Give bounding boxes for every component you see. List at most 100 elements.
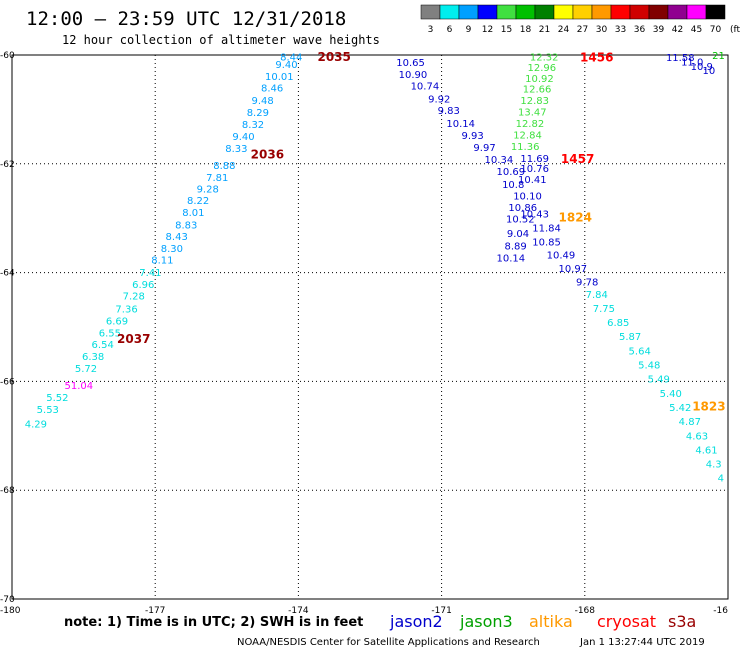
wave-height-value: 9.93 xyxy=(461,131,483,142)
x-tick-labels: -180 -177 -174 -171 -168 -16 xyxy=(0,606,728,616)
wave-height-value: 8.46 xyxy=(261,84,283,95)
wave-height-value: 12.83 xyxy=(520,96,549,107)
satellite-cryosat: cryosat xyxy=(597,612,656,631)
wave-height-value: 10.65 xyxy=(396,58,425,69)
wave-height-value: 5.72 xyxy=(75,364,97,375)
wave-height-value: 4 xyxy=(718,474,724,485)
wave-height-value: 6.38 xyxy=(82,352,104,363)
satellite-jason3: jason3 xyxy=(459,612,513,631)
wave-height-value: 6.85 xyxy=(607,318,629,329)
x-tick-label: -180 xyxy=(0,606,21,616)
y-tick-label: -60 xyxy=(0,51,15,61)
x-tick-label: -16 xyxy=(713,606,728,616)
pass-time-labels: 2035 2036 2037 1456 1457 1824 1823 xyxy=(117,50,726,413)
wave-height-value: 10.41 xyxy=(518,175,547,186)
wave-height-points: 8.449.4010.018.469.488.298.329.408.338.8… xyxy=(25,51,725,485)
y-tick-labels: -60 -62 -64 -66 -68 -70 xyxy=(0,51,15,605)
pass-time-label: 2036 xyxy=(251,147,284,161)
wave-height-value: 10.85 xyxy=(532,238,561,249)
y-tick-label: -70 xyxy=(0,595,15,605)
wave-height-value: 4.29 xyxy=(25,419,47,430)
wave-height-value: 8.22 xyxy=(187,196,209,207)
wave-height-value: 9.04 xyxy=(507,229,529,240)
wave-height-value: 10.74 xyxy=(411,81,440,92)
legend-swatch-39 xyxy=(648,4,669,20)
satellite-s3a: s3a xyxy=(668,612,696,631)
wave-height-value: 10.92 xyxy=(525,74,554,85)
wave-height-value: 13.47 xyxy=(518,108,547,119)
legend-swatch-6 xyxy=(439,4,460,20)
wave-height-value: 9.28 xyxy=(197,184,219,195)
wave-height-value: 12.82 xyxy=(516,119,545,130)
satellite-altika: altika xyxy=(529,612,573,631)
pass-time-label: 1823 xyxy=(692,399,725,413)
legend-swatch-70 xyxy=(705,4,726,20)
y-tick-label: -68 xyxy=(0,486,15,496)
legend-swatch-27 xyxy=(572,4,593,20)
legend-label-33: 33 xyxy=(615,25,626,35)
legend-swatch-45 xyxy=(686,4,707,20)
wave-height-value: 5.42 xyxy=(669,403,691,414)
legend-swatch-24 xyxy=(553,4,574,20)
legend-swatch-12 xyxy=(477,4,498,20)
legend-label-6: 6 xyxy=(447,25,453,35)
legend-label-21: 21 xyxy=(539,25,550,35)
wave-height-value: 10.69 xyxy=(496,167,525,178)
wave-height-value: 5.52 xyxy=(46,393,68,404)
wave-height-value: 9.78 xyxy=(576,277,598,288)
wave-height-value: 7.28 xyxy=(123,291,145,302)
legend-swatch-3 xyxy=(420,4,441,20)
wave-height-value: 8.11 xyxy=(151,256,173,267)
wave-height-value: 8.43 xyxy=(166,232,188,243)
legend-swatch-9 xyxy=(458,4,479,20)
wave-height-value: 8.83 xyxy=(175,221,197,232)
legend-label-27: 27 xyxy=(577,25,588,35)
wave-height-value: 10.34 xyxy=(485,155,514,166)
wave-height-value: 7.81 xyxy=(206,173,228,184)
legend-label-24: 24 xyxy=(558,25,570,35)
pass-time-label: 1456 xyxy=(580,51,613,65)
legend-label-39: 39 xyxy=(653,25,665,35)
wave-height-value: 7.84 xyxy=(586,290,608,301)
wave-height-value: 11.58 xyxy=(666,53,695,64)
y-tick-label: -64 xyxy=(0,269,15,279)
legend-label-70: 70 xyxy=(710,25,722,35)
legend-label-15: 15 xyxy=(501,25,512,35)
wave-height-value: 10.10 xyxy=(513,191,542,202)
legend-label-42: 42 xyxy=(672,25,683,35)
wave-height-value: 5.53 xyxy=(37,405,59,416)
pass-time-label: 2037 xyxy=(117,332,150,346)
wave-height-value: 9.97 xyxy=(473,143,495,154)
wave-height-value: 9.83 xyxy=(438,106,460,117)
wave-height-value: 10.14 xyxy=(496,253,525,264)
plot-area: -180 -177 -174 -171 -168 -16 -60-62-64-66-68-… xyxy=(0,50,729,616)
wave-height-value: 6.54 xyxy=(92,340,114,351)
x-tick-label: -174 xyxy=(288,606,309,616)
legend-label-18: 18 xyxy=(520,25,532,35)
wave-height-value: 7.41 xyxy=(139,268,161,279)
wave-height-value: 9.40 xyxy=(275,60,297,71)
legend-unit: (ft) xyxy=(730,25,740,35)
legend-label-12: 12 xyxy=(482,25,493,35)
wave-height-value: 11.84 xyxy=(532,223,561,234)
wave-height-value: 11.69 xyxy=(520,154,549,165)
wave-height-value: 8.30 xyxy=(161,244,183,255)
wave-height-value: 4.87 xyxy=(679,417,701,428)
wave-height-value: 10.97 xyxy=(559,264,588,275)
grid-lines xyxy=(12,55,728,599)
wave-height-value: 4.3 xyxy=(706,460,722,471)
wave-height-value: 9.40 xyxy=(232,132,254,143)
legend-label-30: 30 xyxy=(596,25,608,35)
wave-height-value: 8.29 xyxy=(247,108,269,119)
wave-height-value: 4.61 xyxy=(695,445,717,456)
wave-height-value: 11.36 xyxy=(511,142,540,153)
legend-label-9: 9 xyxy=(466,25,472,35)
chart-subtitle: 12 hour collection of altimeter wave hei… xyxy=(62,33,380,47)
legend-swatch-42 xyxy=(667,4,688,20)
pass-time-label: 1457 xyxy=(561,152,594,166)
wave-height-value: 11.0 xyxy=(681,58,703,69)
wave-height-value: 8.01 xyxy=(182,208,204,219)
x-tick-label: -168 xyxy=(575,606,596,616)
wave-height-value: 9.92 xyxy=(428,95,450,106)
